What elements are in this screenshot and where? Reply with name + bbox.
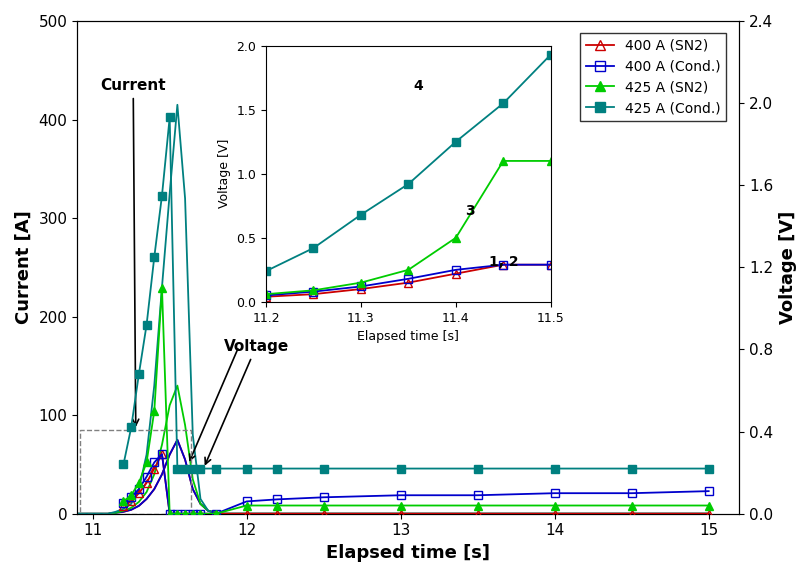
Text: Voltage: Voltage <box>204 339 289 464</box>
Text: Current: Current <box>101 78 165 425</box>
Legend: 400 A (SN2), 400 A (Cond.), 425 A (SN2), 425 A (Cond.): 400 A (SN2), 400 A (Cond.), 425 A (SN2),… <box>580 33 725 121</box>
X-axis label: Elapsed time [s]: Elapsed time [s] <box>326 544 490 562</box>
Bar <box>80 430 191 514</box>
Y-axis label: Voltage [V]: Voltage [V] <box>778 211 796 324</box>
Y-axis label: Current [A]: Current [A] <box>15 211 33 324</box>
